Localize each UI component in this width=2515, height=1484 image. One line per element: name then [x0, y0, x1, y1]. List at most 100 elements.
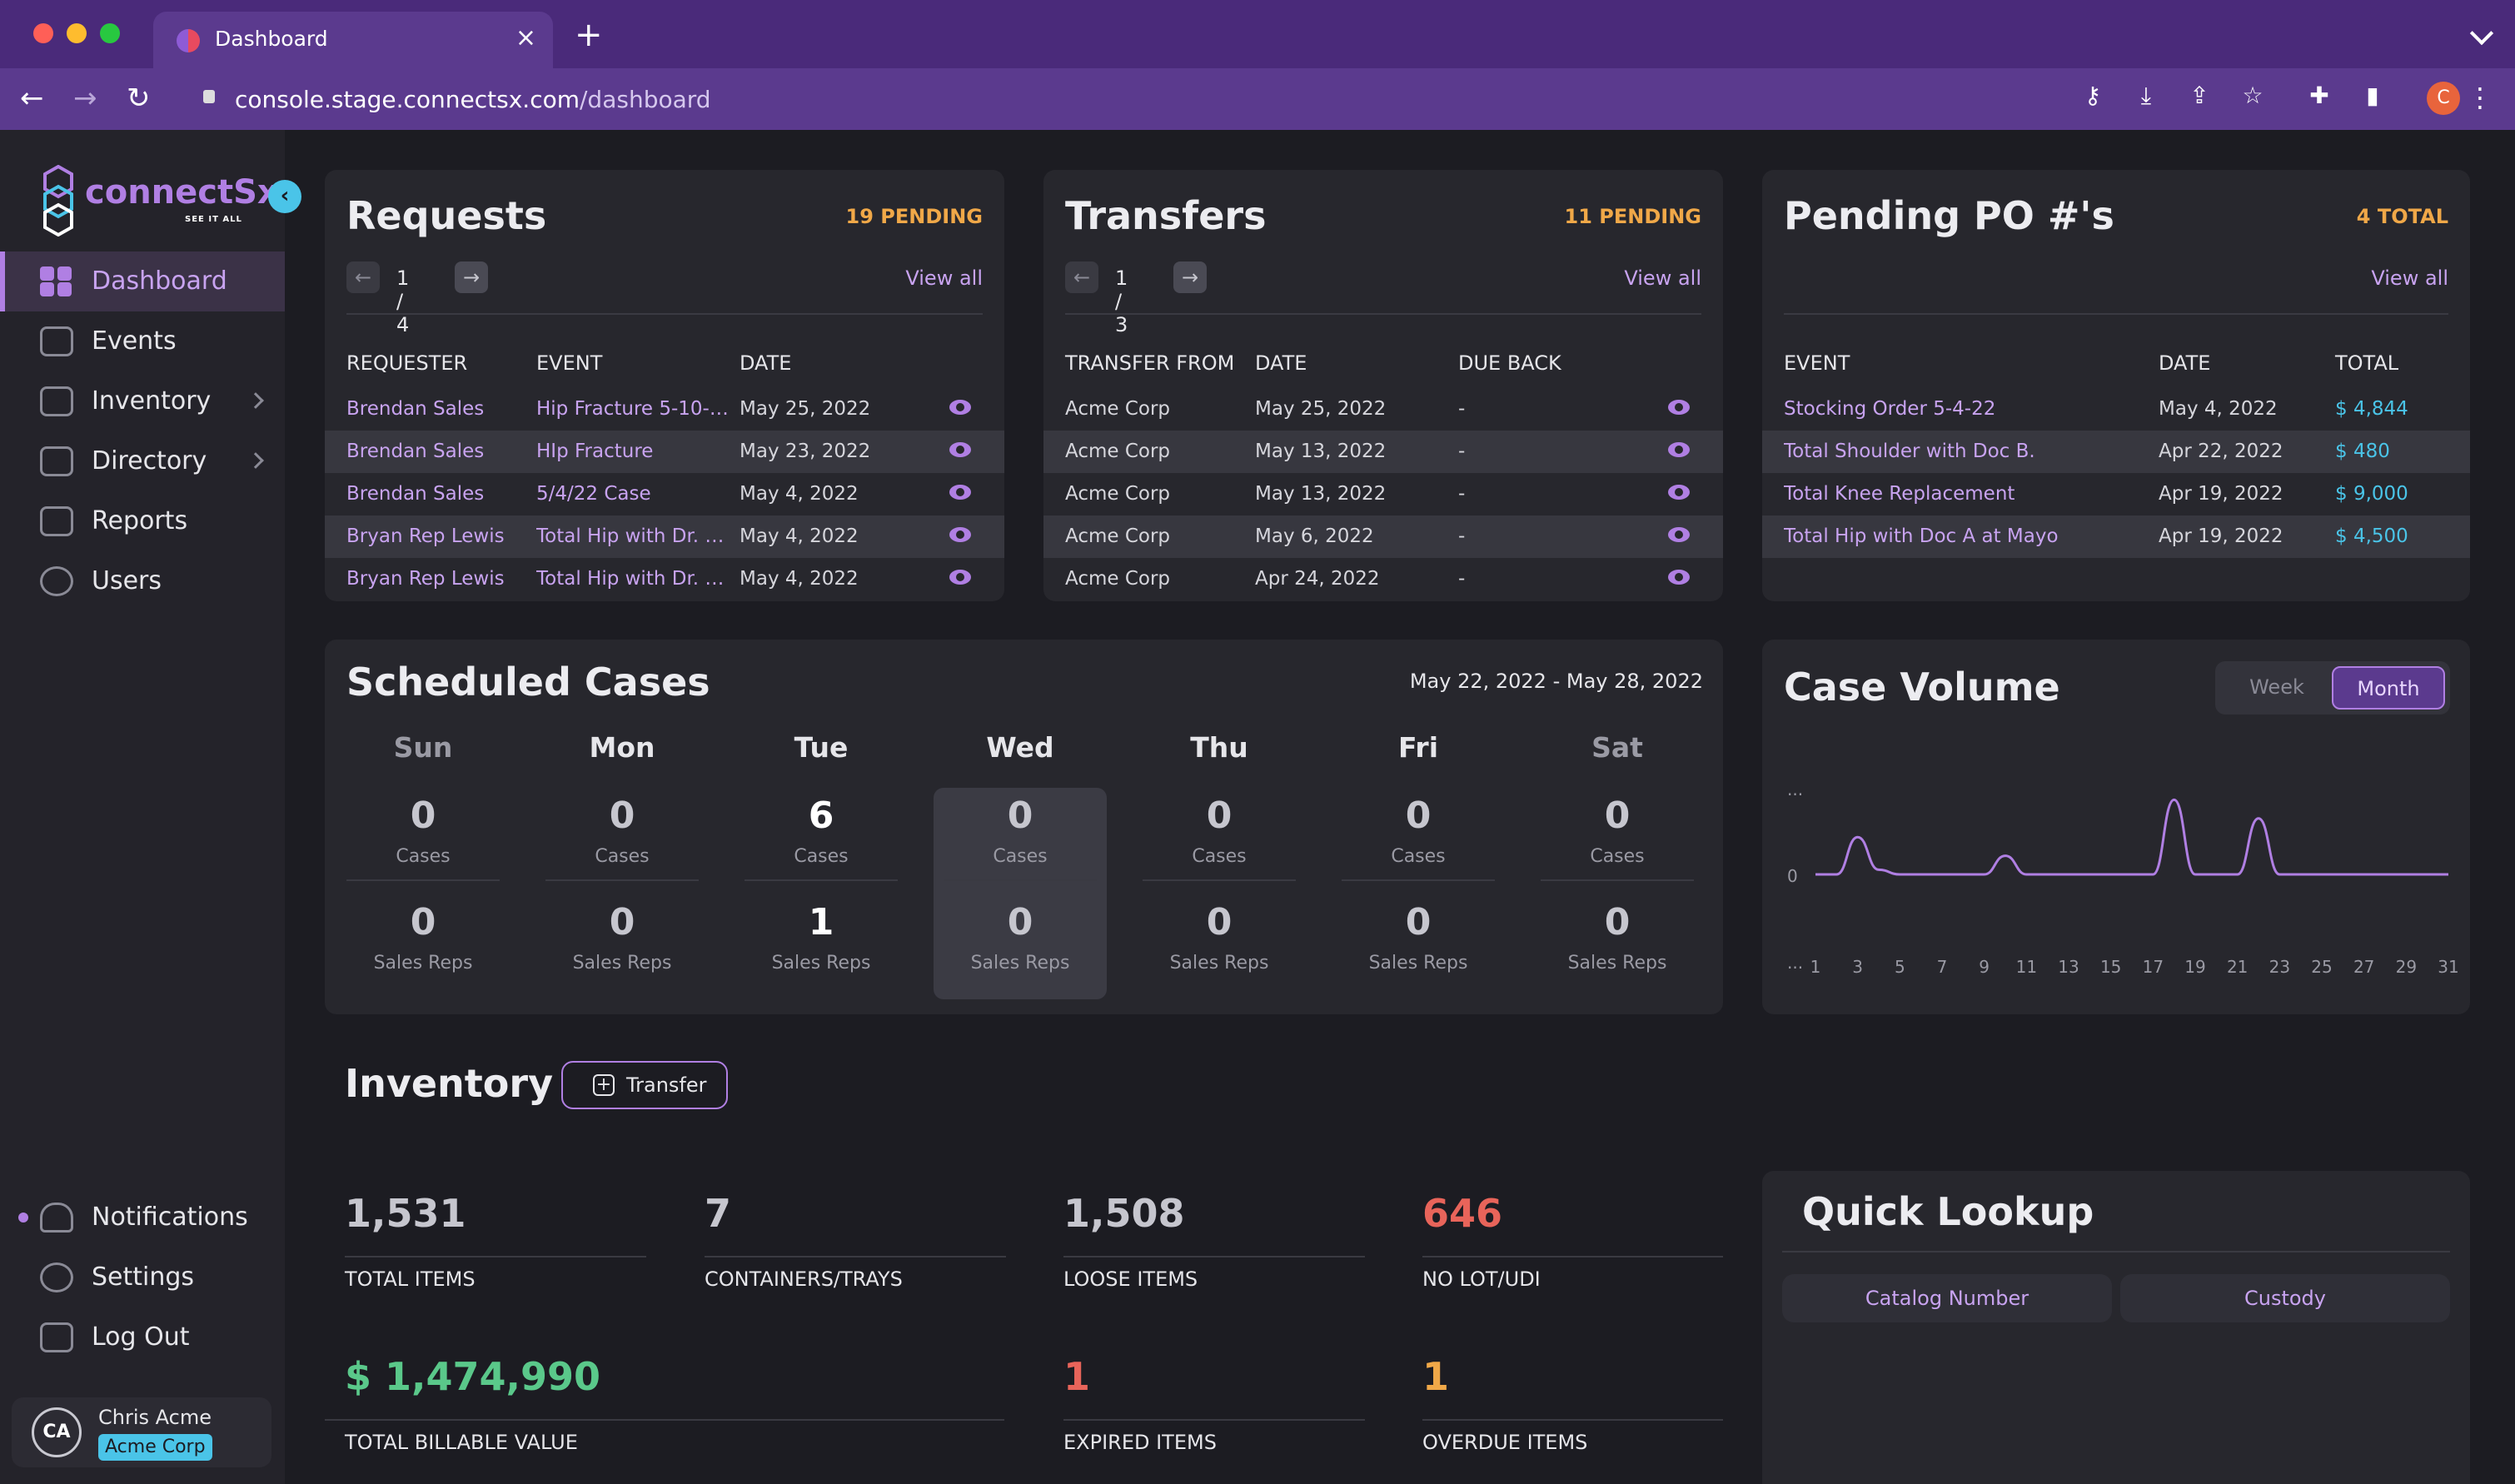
event-link[interactable]: Total Hip with Doc A at Mayo	[1784, 525, 2059, 547]
table-row[interactable]: Brendan Sales 5/4/22 Case May 4, 2022	[325, 473, 1004, 515]
event-link[interactable]: Total Hip with Dr. Ar...	[536, 568, 730, 590]
day-column-sat[interactable]: Sat 0 Cases 0 Sales Reps	[1531, 731, 1704, 974]
bookmark-star-icon[interactable]: ☆	[2242, 82, 2264, 109]
table-row[interactable]: Acme Corp Apr 24, 2022 -	[1043, 558, 1723, 600]
browser-tab[interactable]: Dashboard ×	[153, 12, 553, 68]
table-row[interactable]: Total Shoulder with Doc B. Apr 22, 2022 …	[1762, 431, 2470, 473]
profile-avatar[interactable]: C	[2427, 82, 2460, 115]
view-eye-icon[interactable]	[949, 570, 971, 585]
forward-arrow-icon[interactable]: →	[73, 82, 97, 115]
view-eye-icon[interactable]	[949, 442, 971, 457]
table-row[interactable]: Stocking Order 5-4-22 May 4, 2022 $ 4,84…	[1762, 388, 2470, 431]
requester-link[interactable]: Bryan Rep Lewis	[346, 525, 505, 547]
transfer-button[interactable]: + Transfer	[561, 1061, 728, 1109]
pending-badge: 11 PENDING	[1564, 205, 1701, 228]
key-icon-btn[interactable]: ⚷	[2084, 82, 2102, 109]
sidebar: connectSx SEE IT ALL ‹ Dashboard Events …	[0, 130, 301, 1484]
maximize-window-icon[interactable]	[100, 23, 120, 43]
next-page-button[interactable]: →	[1173, 261, 1207, 293]
sidebar-item-directory[interactable]: Directory	[0, 431, 285, 491]
share-icon[interactable]: ⇪	[2189, 82, 2209, 109]
event-link[interactable]: Total Shoulder with Doc B.	[1784, 441, 2035, 462]
x-tick-label: 1	[1810, 957, 1821, 977]
sidebar-item-dashboard[interactable]: Dashboard	[0, 251, 285, 311]
event-link[interactable]: Stocking Order 5-4-22	[1784, 398, 1996, 420]
chevron-right-icon	[247, 392, 264, 409]
sidebar-item-notifications[interactable]: Notifications	[0, 1188, 285, 1247]
back-arrow-icon[interactable]: ←	[20, 82, 44, 115]
day-column-thu[interactable]: Thu 0 Cases 0 Sales Reps	[1133, 731, 1306, 974]
table-row[interactable]: Acme Corp May 6, 2022 -	[1043, 515, 1723, 558]
catalog-number-tab[interactable]: Catalog Number	[1782, 1274, 2112, 1322]
user-card[interactable]: CA Chris Acme Acme Corp	[12, 1397, 271, 1467]
table-row[interactable]: Acme Corp May 13, 2022 -	[1043, 473, 1723, 515]
sales-reps-count: 0	[1405, 901, 1432, 944]
event-link[interactable]: HIp Fracture	[536, 441, 654, 462]
view-eye-icon[interactable]	[1668, 527, 1690, 542]
view-eye-icon[interactable]	[1668, 442, 1690, 457]
sales-reps-count: 0	[1206, 901, 1233, 944]
next-page-button[interactable]: →	[455, 261, 488, 293]
day-column-sun[interactable]: Sun 0 Cases 0 Sales Reps	[336, 731, 510, 974]
custody-tab[interactable]: Custody	[2120, 1274, 2450, 1322]
view-all-link[interactable]: View all	[2371, 266, 2448, 290]
view-eye-icon[interactable]	[949, 527, 971, 542]
prev-page-button[interactable]: ←	[1065, 261, 1098, 293]
browser-menu-icon[interactable]: ⋮	[2467, 82, 2493, 113]
view-eye-icon[interactable]	[949, 485, 971, 500]
requester-link[interactable]: Bryan Rep Lewis	[346, 568, 505, 590]
month-toggle-button[interactable]: Month	[2332, 666, 2445, 710]
week-toggle-button[interactable]: Week	[2249, 675, 2304, 699]
view-eye-icon[interactable]	[1668, 570, 1690, 585]
day-column-tue[interactable]: Tue 6 Cases 1 Sales Reps	[735, 731, 908, 974]
day-column-fri[interactable]: Fri 0 Cases 0 Sales Reps	[1332, 731, 1505, 974]
event-link[interactable]: Hip Fracture 5-10-22	[536, 398, 730, 420]
cases-count: 0	[410, 794, 436, 837]
logo[interactable]: connectSx SEE IT ALL	[42, 165, 279, 240]
stat-value: 7	[705, 1191, 732, 1236]
pending-badge: 19 PENDING	[845, 205, 983, 228]
extensions-puzzle-icon[interactable]: ✚	[2309, 82, 2329, 109]
sidebar-item-logout[interactable]: Log Out	[0, 1307, 285, 1367]
event-link[interactable]: Total Knee Replacement	[1784, 483, 2015, 505]
view-all-link[interactable]: View all	[1624, 266, 1701, 290]
address-bar[interactable]: console.stage.connectsx.com/dashboard	[182, 75, 2447, 123]
reload-icon[interactable]: ↻	[127, 82, 151, 115]
table-row[interactable]: Bryan Rep Lewis Total Hip with Dr. Ar...…	[325, 515, 1004, 558]
requester-link[interactable]: Brendan Sales	[346, 398, 485, 420]
close-window-icon[interactable]	[33, 23, 53, 43]
new-tab-icon[interactable]: +	[575, 16, 603, 54]
tab-close-icon[interactable]: ×	[515, 23, 536, 52]
collapse-sidebar-button[interactable]: ‹	[268, 180, 301, 213]
side-panel-icon[interactable]: ▮	[2366, 82, 2379, 109]
key-icon[interactable]	[1074, 83, 1099, 108]
card-title: Scheduled Cases	[346, 660, 710, 705]
day-column-mon[interactable]: Mon 0 Cases 0 Sales Reps	[535, 731, 709, 974]
table-row[interactable]: Bryan Rep Lewis Total Hip with Dr. Ar...…	[325, 558, 1004, 600]
install-icon[interactable]: ⤓	[2140, 82, 2152, 109]
table-row[interactable]: Acme Corp May 25, 2022 -	[1043, 388, 1723, 431]
table-row[interactable]: Total Knee Replacement Apr 19, 2022 $ 9,…	[1762, 473, 2470, 515]
sidebar-item-label: Events	[92, 326, 177, 356]
view-eye-icon[interactable]	[1668, 485, 1690, 500]
tab-list-chevron-down-icon[interactable]	[2469, 21, 2494, 46]
requester-link[interactable]: Brendan Sales	[346, 483, 485, 505]
table-row[interactable]: Acme Corp May 13, 2022 -	[1043, 431, 1723, 473]
sidebar-item-settings[interactable]: Settings	[0, 1247, 285, 1307]
view-eye-icon[interactable]	[1668, 400, 1690, 415]
view-all-link[interactable]: View all	[905, 266, 983, 290]
sidebar-item-users[interactable]: Users	[0, 551, 285, 611]
sidebar-item-reports[interactable]: Reports	[0, 491, 285, 551]
sidebar-item-inventory[interactable]: Inventory	[0, 371, 285, 431]
table-row[interactable]: Brendan Sales Hip Fracture 5-10-22 May 2…	[325, 388, 1004, 431]
table-row[interactable]: Total Hip with Doc A at Mayo Apr 19, 202…	[1762, 515, 2470, 558]
prev-page-button[interactable]: ←	[346, 261, 380, 293]
sidebar-item-events[interactable]: Events	[0, 311, 285, 371]
view-eye-icon[interactable]	[949, 400, 971, 415]
minimize-window-icon[interactable]	[67, 23, 87, 43]
table-row[interactable]: Brendan Sales HIp Fracture May 23, 2022	[325, 431, 1004, 473]
day-column-wed[interactable]: Wed 0 Cases 0 Sales Reps	[934, 731, 1107, 999]
event-link[interactable]: 5/4/22 Case	[536, 483, 651, 505]
requester-link[interactable]: Brendan Sales	[346, 441, 485, 462]
event-link[interactable]: Total Hip with Dr. Ar...	[536, 525, 730, 547]
